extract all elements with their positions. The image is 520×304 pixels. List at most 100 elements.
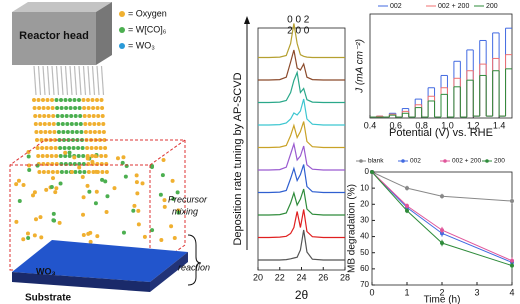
point (405, 186, 409, 190)
particle (95, 98, 99, 102)
particle (61, 122, 65, 126)
particle (82, 98, 86, 102)
xrd-curve (258, 165, 345, 193)
particle (37, 170, 41, 174)
reactor-side (96, 2, 112, 65)
particle (162, 158, 166, 162)
particle (60, 114, 64, 118)
particle (75, 130, 79, 134)
particle (33, 233, 37, 237)
particle (59, 182, 63, 186)
particle (65, 122, 69, 126)
particle (56, 114, 60, 118)
particle (96, 106, 100, 110)
particle (49, 146, 53, 150)
film-label: WO₃ (36, 266, 56, 276)
reaction-label: reaction (178, 262, 210, 272)
x-tick-label: 3 (474, 287, 479, 297)
particle (100, 98, 104, 102)
particle (150, 228, 154, 232)
y-tick-label: 30 (360, 216, 369, 225)
particle (42, 106, 46, 110)
y-tick-label: 40 (360, 232, 369, 241)
particle (89, 240, 93, 244)
nozzles (34, 66, 104, 95)
particle (99, 154, 103, 158)
nozzle (75, 66, 77, 95)
nozzle (97, 66, 99, 95)
nozzle (39, 66, 41, 95)
particle (73, 170, 77, 174)
particle (92, 114, 96, 118)
point (440, 241, 444, 245)
particle (169, 224, 173, 228)
particle (132, 204, 136, 208)
legend-marker (359, 159, 363, 163)
particle (59, 154, 63, 158)
particle (52, 122, 56, 126)
particle (82, 170, 86, 174)
particle (105, 194, 109, 198)
x-tick-label: 4 (509, 287, 514, 297)
particle (105, 170, 109, 174)
particle (45, 146, 49, 150)
particle (36, 146, 40, 150)
x-tick-label: 20 (253, 272, 263, 282)
legend-wco (119, 27, 125, 33)
schematic: Reactor head = Oxygen = W[CO]₆ = WO₃ Pre… (10, 2, 210, 304)
particle (35, 138, 39, 142)
particle (87, 114, 91, 118)
y-tick-label: 20 (360, 199, 369, 208)
particle (82, 106, 86, 110)
particle (46, 98, 50, 102)
particle (54, 186, 58, 190)
nozzle (61, 66, 63, 95)
nozzle (43, 66, 45, 95)
particle (70, 170, 74, 174)
particle (100, 178, 104, 182)
particle (72, 155, 76, 159)
particle (65, 114, 69, 118)
particle (32, 98, 36, 102)
particle (100, 170, 104, 174)
particle (55, 98, 59, 102)
particle (86, 98, 90, 102)
legend-label: 002 (410, 158, 421, 165)
particle (70, 130, 74, 134)
particle (26, 236, 30, 240)
particle (94, 146, 98, 150)
particle (38, 122, 42, 126)
particle (81, 175, 85, 179)
legend-marker (443, 159, 447, 163)
point (440, 194, 444, 198)
particle (52, 212, 56, 216)
y-tick-label: 70 (360, 280, 369, 289)
point (440, 228, 444, 232)
particle (86, 232, 90, 236)
particle (112, 186, 116, 190)
particle (78, 106, 82, 110)
particle (33, 106, 37, 110)
particle (171, 179, 175, 183)
particle (92, 122, 96, 126)
particle (31, 193, 35, 197)
nozzle (52, 66, 54, 95)
particle (135, 191, 139, 195)
point (510, 259, 514, 263)
particle (87, 190, 91, 194)
particle (77, 165, 81, 169)
particle (81, 154, 85, 158)
reactor-top (12, 2, 112, 12)
particle (33, 114, 37, 118)
particle (14, 220, 18, 224)
x-tick-label: 0 (369, 287, 374, 297)
particle (86, 155, 90, 159)
nozzle (34, 66, 36, 95)
particle (116, 156, 120, 160)
particle (50, 154, 54, 158)
particle (143, 235, 147, 239)
legend-text: = W[CO]₆ (128, 24, 167, 34)
particle (60, 170, 64, 174)
particle (83, 114, 87, 118)
y-tick-label: 50 (360, 248, 369, 257)
